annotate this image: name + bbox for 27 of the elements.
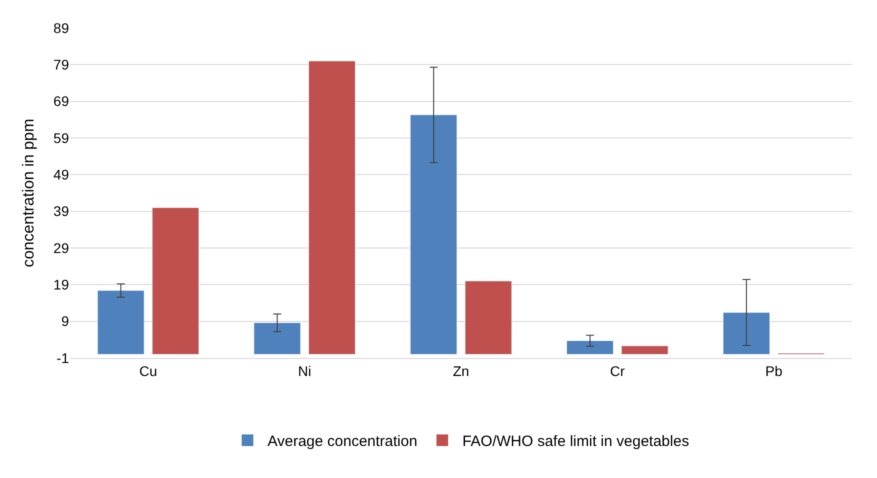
bar <box>464 280 512 355</box>
y-tick-label: 19 <box>53 276 70 293</box>
bar <box>308 60 356 355</box>
y-tick-label: 69 <box>53 93 70 110</box>
y-tick-label: 59 <box>53 130 70 146</box>
x-tick-label: Zn <box>452 362 470 379</box>
bar <box>97 290 144 355</box>
bar <box>254 322 301 355</box>
x-tick-label: Pb <box>765 362 783 379</box>
legend-label: FAO/WHO safe limit in vegetables <box>462 433 690 450</box>
bar <box>152 207 200 355</box>
y-tick-label: 79 <box>53 56 70 73</box>
y-tick-label: 29 <box>53 240 70 256</box>
bar <box>410 114 458 355</box>
x-tick-label: Ni <box>298 362 312 379</box>
bar <box>566 340 614 355</box>
y-tick-label: 89 <box>53 20 70 36</box>
y-tick-label: 49 <box>53 166 70 183</box>
bar <box>621 346 668 355</box>
y-axis-title: concentration in ppm <box>20 118 38 268</box>
x-tick-label: Cr <box>610 362 626 379</box>
y-tick-label: 9 <box>61 313 70 330</box>
x-tick-label: Cu <box>139 362 158 379</box>
y-tick-label: -1 <box>56 350 70 366</box>
legend-label: Average concentration <box>268 433 418 450</box>
bar <box>722 312 770 355</box>
y-tick-label: 39 <box>53 203 70 220</box>
